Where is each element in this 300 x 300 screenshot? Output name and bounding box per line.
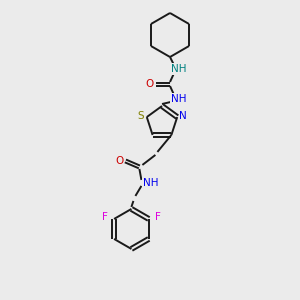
Text: O: O: [115, 156, 124, 166]
Text: O: O: [145, 79, 153, 89]
Text: F: F: [155, 212, 161, 222]
Text: NH: NH: [171, 94, 187, 104]
Text: NH: NH: [143, 178, 158, 188]
Text: N: N: [179, 111, 187, 121]
Text: S: S: [137, 111, 144, 121]
Text: F: F: [102, 212, 108, 222]
Text: NH: NH: [171, 64, 187, 74]
